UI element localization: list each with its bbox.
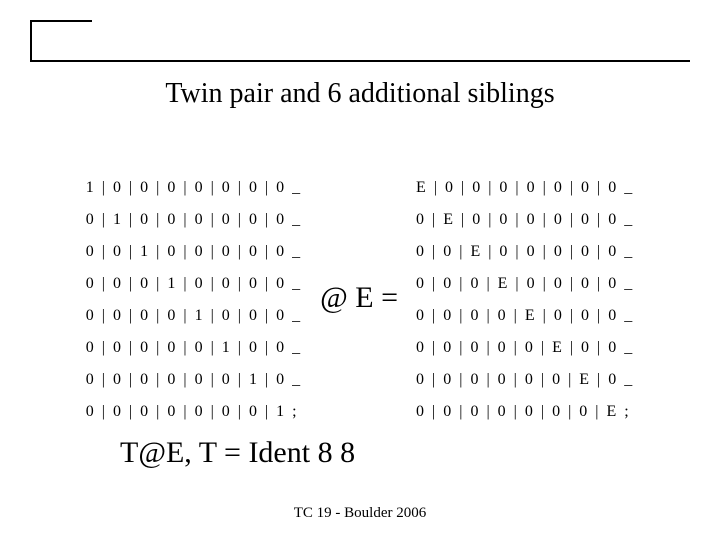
matrix-row-text: 0 | 0 | E | 0 | 0 | 0 | 0 | 0 _: [416, 243, 634, 261]
slide-title: Twin pair and 6 additional siblings: [0, 78, 720, 110]
matrix-row-text: 1 | 0 | 0 | 0 | 0 | 0 | 0 | 0 _: [86, 179, 302, 197]
footer-text: TC 19 - Boulder 2006: [0, 505, 720, 522]
matrix-row-text: 0 | 0 | 0 | 0 | 0 | 0 | E | 0 _: [416, 371, 634, 389]
matrix-row-text: 0 | 0 | 0 | 1 | 0 | 0 | 0 | 0 _: [86, 275, 302, 293]
left-matrix: 1 | 0 | 0 | 0 | 0 | 0 | 0 | 0 _ 0 | 1 | …: [86, 179, 302, 421]
matrix-row-text: 0 | 0 | 0 | E | 0 | 0 | 0 | 0 _: [416, 275, 634, 293]
slide: Twin pair and 6 additional siblings 1 | …: [0, 0, 720, 540]
right-matrix: E | 0 | 0 | 0 | 0 | 0 | 0 | 0 _ 0 | E | …: [416, 179, 634, 421]
corner-decoration: [30, 20, 92, 62]
matrix-row-text: 0 | 0 | 0 | 0 | 1 | 0 | 0 | 0 _: [86, 307, 302, 325]
matrix-row-text: 0 | 1 | 0 | 0 | 0 | 0 | 0 | 0 _: [86, 211, 302, 229]
matrix-row-text: 0 | 0 | 1 | 0 | 0 | 0 | 0 | 0 _: [86, 243, 302, 261]
matrix-row-text: 0 | 0 | 0 | 0 | 0 | 0 | 0 | 1 ;: [86, 403, 302, 421]
matrix-row-text: 0 | 0 | 0 | 0 | 0 | E | 0 | 0 _: [416, 339, 634, 357]
matrix-row-text: 0 | E | 0 | 0 | 0 | 0 | 0 | 0 _: [416, 211, 634, 229]
matrix-row: 1 | 0 | 0 | 0 | 0 | 0 | 0 | 0 _ 0 | 1 | …: [70, 150, 650, 450]
matrix-row-text: E | 0 | 0 | 0 | 0 | 0 | 0 | 0 _: [416, 179, 634, 197]
matrix-row-text: 0 | 0 | 0 | 0 | 0 | 1 | 0 | 0 _: [86, 339, 302, 357]
matrix-row-text: 0 | 0 | 0 | 0 | 0 | 0 | 1 | 0 _: [86, 371, 302, 389]
matrix-row-text: 0 | 0 | 0 | 0 | E | 0 | 0 | 0 _: [416, 307, 634, 325]
matrix-row-text: 0 | 0 | 0 | 0 | 0 | 0 | 0 | E ;: [416, 403, 634, 421]
horizontal-rule: [30, 60, 690, 62]
formula-text: T@E, T = Ident 8 8: [120, 436, 355, 470]
operator-text: @ E =: [302, 281, 416, 315]
